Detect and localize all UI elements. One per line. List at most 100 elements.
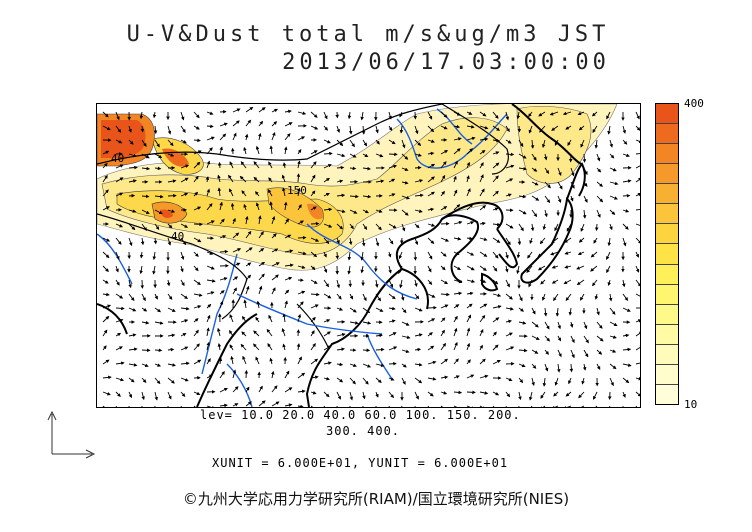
- wind-vector: [401, 209, 409, 216]
- wind-vector: [258, 120, 264, 127]
- wind-vector: [427, 251, 433, 260]
- wind-vector: [297, 149, 302, 155]
- wind-vector: [323, 345, 332, 351]
- wind-vector: [193, 150, 202, 155]
- wind-vector: [140, 125, 145, 133]
- wind-vector: [414, 139, 422, 147]
- wind-vector: [453, 124, 461, 129]
- wind-vector: [606, 251, 611, 261]
- wind-vector: [606, 111, 611, 120]
- wind-vector: [388, 265, 392, 274]
- wind-vector: [206, 188, 210, 197]
- wind-vector: [102, 237, 111, 242]
- wind-vector: [217, 327, 221, 337]
- reference-vector-icon: [47, 410, 96, 459]
- wind-vector: [193, 405, 196, 407]
- wind-vector: [206, 374, 213, 379]
- wind-vector: [635, 319, 640, 323]
- wind-vector: [479, 344, 483, 351]
- wind-vector: [531, 153, 537, 161]
- wind-vector: [453, 220, 463, 225]
- wind-vector: [282, 313, 287, 323]
- wind-vector: [427, 125, 435, 133]
- wind-vector: [360, 251, 364, 261]
- wind-vector: [635, 223, 640, 226]
- wind-vector: [635, 125, 640, 131]
- wind-vector: [427, 377, 437, 381]
- wind-vector: [141, 391, 145, 401]
- colorbar-segment: [656, 364, 678, 385]
- wind-vector: [427, 405, 430, 407]
- wind-vector: [440, 190, 445, 197]
- wind-vector: [569, 363, 574, 373]
- wind-vector: [362, 377, 369, 385]
- wind-vector: [310, 292, 320, 297]
- colorbar-min-label: 10: [684, 398, 698, 411]
- wind-vector: [284, 387, 293, 393]
- wind-vector: [102, 345, 107, 351]
- wind-vector: [282, 343, 286, 351]
- wind-vector: [217, 174, 221, 183]
- wind-vector: [219, 290, 225, 295]
- wind-vector: [590, 251, 598, 258]
- wind-vector: [347, 251, 352, 261]
- wind-vector: [152, 265, 156, 275]
- wind-vector: [271, 233, 277, 239]
- wind-vector: [232, 132, 237, 141]
- wind-vector: [531, 349, 539, 354]
- wind-vector: [360, 111, 364, 121]
- wind-vector: [152, 251, 157, 261]
- wind-vector: [414, 179, 424, 183]
- wind-vector: [564, 251, 572, 255]
- wind-vector: [115, 265, 119, 273]
- wind-vector: [592, 279, 598, 287]
- wind-vector: [206, 279, 216, 283]
- wind-vector: [580, 139, 585, 148]
- wind-vector: [531, 307, 536, 315]
- wind-vector: [567, 139, 572, 146]
- wind-vector: [388, 319, 396, 323]
- wind-vector: [139, 251, 144, 259]
- wind-vector: [479, 162, 484, 169]
- wind-vector: [635, 376, 640, 381]
- wind-vector: [349, 321, 359, 325]
- wind-vector: [479, 303, 488, 309]
- wind-vector: [492, 317, 500, 323]
- wind-vector: [492, 279, 499, 285]
- wind-vector: [414, 405, 416, 407]
- wind-vector: [349, 223, 354, 230]
- wind-vector: [578, 237, 585, 243]
- wind-vector: [323, 361, 332, 365]
- wind-vector: [440, 405, 444, 407]
- wind-vector: [570, 167, 575, 177]
- wind-vector: [453, 189, 458, 197]
- wind-vector: [479, 205, 487, 211]
- wind-vector: [479, 358, 486, 365]
- wind-vector: [375, 209, 383, 213]
- wind-vector: [154, 321, 164, 325]
- wind-vector: [323, 207, 333, 212]
- wind-vector: [245, 215, 249, 225]
- wind-vector: [593, 237, 598, 244]
- wind-vector: [336, 209, 346, 214]
- wind-vector: [323, 279, 330, 288]
- wind-vector: [401, 335, 411, 340]
- wind-vector: [505, 391, 511, 398]
- wind-vector: [568, 377, 572, 385]
- wind-vector: [193, 251, 199, 257]
- wind-vector: [505, 223, 514, 229]
- wind-vector: [128, 405, 130, 407]
- wind-vector: [219, 218, 225, 225]
- wind-vector: [128, 193, 136, 198]
- wind-vector: [193, 305, 202, 309]
- wind-vector: [635, 279, 640, 287]
- wind-vector: [531, 195, 540, 201]
- wind-vector: [141, 307, 148, 312]
- wind-vector: [268, 314, 273, 323]
- wind-vector: [206, 136, 215, 141]
- wind-vector: [245, 401, 252, 407]
- wind-vector: [266, 328, 273, 337]
- wind-vector: [154, 139, 160, 148]
- wind-vector: [518, 166, 527, 171]
- wind-vector: [479, 265, 487, 271]
